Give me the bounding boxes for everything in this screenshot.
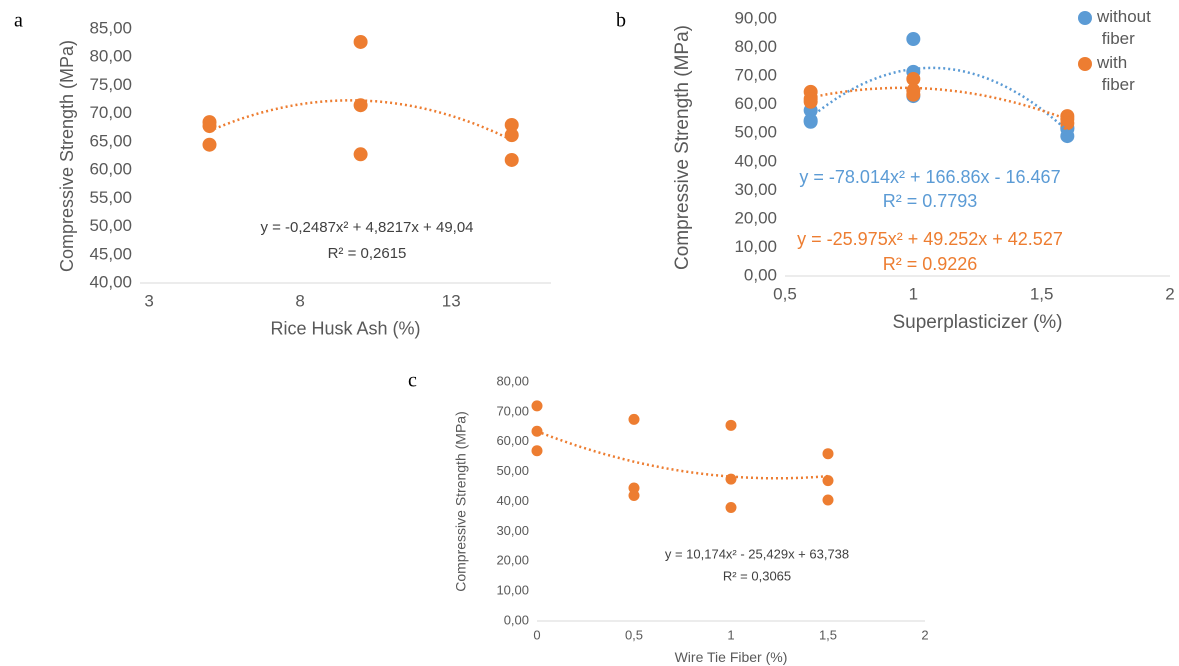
- annotation: R² = 0,3065: [723, 568, 791, 583]
- point: [906, 71, 921, 86]
- point: [906, 87, 921, 102]
- point: [202, 137, 217, 152]
- point: [531, 425, 543, 437]
- annotation: y = -25.975x² + 49.252x + 42.527: [797, 229, 1063, 249]
- y-tick-label: 0,00: [744, 265, 777, 284]
- y-tick-label: 70,00: [734, 66, 777, 85]
- point: [725, 419, 737, 431]
- y-tick-label: 40,00: [734, 151, 777, 170]
- trendline: [536, 430, 829, 480]
- point: [725, 473, 737, 485]
- x-axis-title: Superplasticizer (%): [893, 312, 1063, 333]
- annotation: y = 10,174x² - 25,429x + 63,738: [665, 546, 849, 561]
- panel-letter: c: [408, 370, 417, 392]
- y-tick-label: 90,00: [734, 8, 777, 27]
- y-tick-label: 50,00: [89, 216, 132, 235]
- panel-letter: b: [616, 10, 626, 32]
- y-tick-label: 70,00: [496, 403, 529, 418]
- point: [803, 94, 818, 109]
- x-tick-label: 1: [909, 284, 918, 303]
- x-axis-title: Wire Tie Fiber (%): [675, 649, 788, 665]
- x-tick-label: 2: [921, 627, 928, 642]
- y-tick-label: 80,00: [89, 47, 132, 66]
- y-tick-label: 40,00: [89, 272, 132, 291]
- y-tick-label: 50,00: [734, 123, 777, 142]
- y-tick-label: 30,00: [734, 180, 777, 199]
- point: [725, 501, 737, 513]
- y-tick-label: 50,00: [496, 463, 529, 478]
- legend-marker: [1078, 11, 1092, 25]
- y-tick-label: 85,00: [89, 18, 132, 37]
- trendline: [809, 66, 1069, 132]
- trendline: [810, 86, 1068, 121]
- annotation: y = -0,2487x² + 4,8217x + 49,04: [260, 219, 473, 236]
- x-tick-label: 13: [442, 291, 461, 310]
- x-tick-label: 1,5: [1030, 284, 1054, 303]
- point: [353, 34, 368, 49]
- y-tick-label: 80,00: [496, 373, 529, 388]
- y-axis-title: Compressive Strength (MPa): [57, 40, 77, 272]
- y-tick-label: 55,00: [89, 188, 132, 207]
- point: [822, 475, 834, 487]
- point: [628, 490, 640, 502]
- y-tick-label: 0,00: [504, 612, 529, 627]
- point: [504, 128, 519, 143]
- y-axis-title: Compressive Strength (MPa): [453, 411, 469, 592]
- point: [822, 448, 834, 460]
- x-tick-label: 1: [727, 627, 734, 642]
- point: [504, 152, 519, 167]
- y-tick-label: 10,00: [734, 237, 777, 256]
- y-tick-label: 40,00: [496, 493, 529, 508]
- point: [353, 98, 368, 113]
- y-tick-label: 45,00: [89, 244, 132, 263]
- x-tick-label: 8: [295, 291, 304, 310]
- y-tick-label: 20,00: [496, 553, 529, 568]
- y-tick-label: 10,00: [496, 583, 529, 598]
- x-axis-title: Rice Husk Ash (%): [270, 319, 420, 339]
- point: [906, 31, 921, 46]
- x-tick-label: 2: [1165, 284, 1174, 303]
- point: [531, 445, 543, 457]
- trendline: [208, 99, 513, 142]
- y-tick-label: 75,00: [89, 75, 132, 94]
- y-tick-label: 60,00: [734, 94, 777, 113]
- point: [531, 400, 543, 412]
- legend-label: without fiber: [1096, 7, 1151, 48]
- y-tick-label: 30,00: [496, 523, 529, 538]
- y-tick-label: 60,00: [89, 160, 132, 179]
- point: [504, 117, 519, 132]
- y-axis-title: Compressive Strength (MPa): [672, 25, 693, 270]
- annotation: y = -78.014x² + 166.86x - 16.467: [799, 167, 1060, 187]
- x-tick-label: 0,5: [773, 284, 797, 303]
- annotation: R² = 0.9226: [883, 254, 978, 274]
- point: [803, 114, 818, 129]
- y-tick-label: 80,00: [734, 37, 777, 56]
- x-tick-label: 0,5: [625, 627, 643, 642]
- legend-label: with fiber: [1096, 53, 1135, 94]
- y-tick-label: 20,00: [734, 208, 777, 227]
- point: [353, 147, 368, 162]
- point: [202, 119, 217, 134]
- annotation: R² = 0,2615: [328, 245, 407, 262]
- x-tick-label: 1,5: [819, 627, 837, 642]
- y-tick-label: 70,00: [89, 103, 132, 122]
- point: [822, 494, 834, 506]
- x-tick-label: 0: [533, 627, 540, 642]
- x-tick-label: 3: [144, 291, 153, 310]
- y-tick-label: 65,00: [89, 131, 132, 150]
- annotation: R² = 0.7793: [883, 191, 978, 211]
- point: [628, 413, 640, 425]
- legend-marker: [1078, 57, 1092, 71]
- y-tick-label: 60,00: [496, 433, 529, 448]
- panel-letter: a: [14, 10, 23, 32]
